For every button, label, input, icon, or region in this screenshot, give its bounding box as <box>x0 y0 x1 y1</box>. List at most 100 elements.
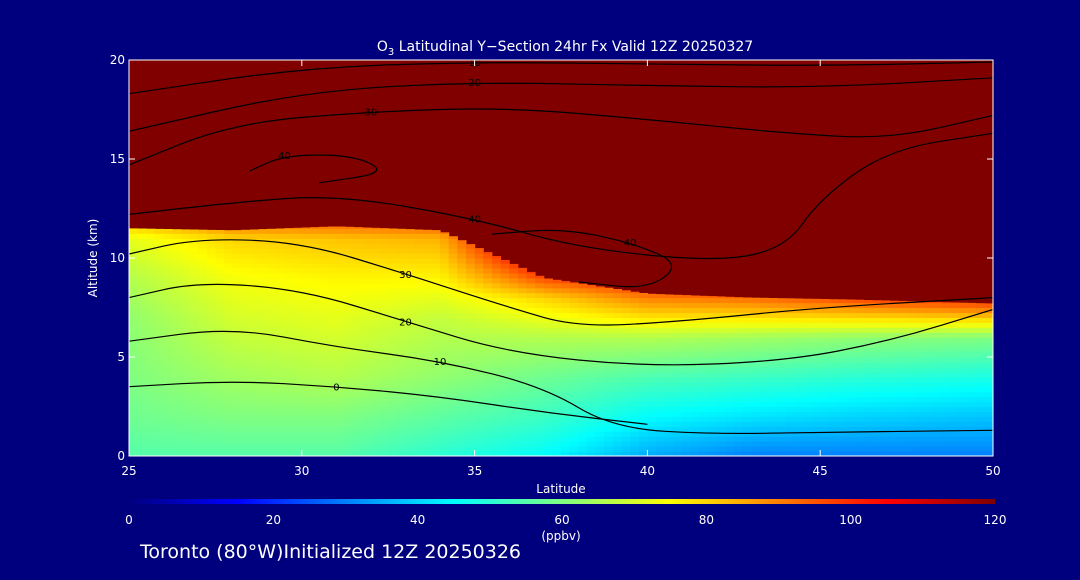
field-cell <box>405 337 415 343</box>
field-cell <box>310 357 320 363</box>
field-cell <box>224 302 234 309</box>
field-cell <box>474 361 484 368</box>
field-cell <box>682 371 692 378</box>
field-cell <box>198 421 208 427</box>
field-cell <box>664 332 674 338</box>
field-cell <box>863 307 873 314</box>
field-cell <box>872 342 882 348</box>
field-cell <box>491 357 502 363</box>
field-cell <box>509 307 519 314</box>
field-cell <box>483 391 493 398</box>
field-cell <box>759 411 769 417</box>
field-cell <box>932 431 942 437</box>
field-cell <box>198 337 208 343</box>
field-cell <box>232 426 242 432</box>
field-cell <box>370 406 381 412</box>
field-cell <box>707 376 718 383</box>
field-cell <box>353 228 363 234</box>
field-cell <box>483 421 493 427</box>
field-cell <box>958 357 968 363</box>
field-cell <box>284 451 294 456</box>
field-cell <box>431 396 441 403</box>
field-cell <box>146 248 156 254</box>
field-cell <box>673 322 683 328</box>
field-cell <box>172 391 182 398</box>
field-cell <box>284 376 294 383</box>
field-cell <box>206 357 216 363</box>
field-cell <box>837 446 847 452</box>
field-cell <box>526 342 536 348</box>
field-cell <box>846 347 856 353</box>
field-cell <box>915 357 925 363</box>
field-cell <box>552 396 562 403</box>
field-cell <box>647 381 657 388</box>
field-cell <box>362 248 372 254</box>
field-cell <box>586 317 597 323</box>
field-cell <box>958 406 968 412</box>
field-cell <box>630 291 640 294</box>
field-cell <box>483 267 493 274</box>
field-cell <box>647 352 657 358</box>
field-cell <box>733 401 743 408</box>
field-cell <box>163 361 173 368</box>
field-cell <box>327 381 337 388</box>
field-cell <box>137 371 147 378</box>
field-cell <box>440 297 450 304</box>
field-cell <box>414 441 424 447</box>
field-cell <box>889 307 899 314</box>
field-cell <box>206 327 216 333</box>
field-cell <box>889 441 899 447</box>
field-cell <box>483 312 493 318</box>
field-cell <box>258 431 268 437</box>
field-cell <box>828 302 838 309</box>
field-cell <box>543 327 553 333</box>
field-cell <box>768 307 778 314</box>
field-cell <box>863 300 873 304</box>
field-cell <box>941 371 951 378</box>
field-cell <box>163 238 173 244</box>
field-cell <box>811 307 821 314</box>
field-cell <box>500 441 510 447</box>
field-cell <box>612 347 622 353</box>
field-cell <box>802 352 813 358</box>
field-cell <box>932 317 942 323</box>
field-cell <box>405 416 415 422</box>
field-cell <box>638 312 648 318</box>
field-cell <box>638 411 648 417</box>
field-cell <box>284 386 294 393</box>
field-cell <box>379 436 389 442</box>
field-cell <box>517 391 527 398</box>
field-cell <box>310 322 320 328</box>
field-cell <box>647 401 657 408</box>
field-cell <box>984 386 993 393</box>
field-cell <box>690 396 700 403</box>
field-cell <box>621 401 631 408</box>
field-cell <box>569 347 579 353</box>
field-cell <box>785 406 795 412</box>
field-cell <box>535 332 545 338</box>
field-cell <box>569 302 579 309</box>
field-cell <box>180 371 190 378</box>
field-cell <box>336 421 346 427</box>
field-cell <box>422 371 432 378</box>
field-cell <box>293 317 303 323</box>
field-cell <box>189 322 199 328</box>
field-cell <box>431 357 441 363</box>
field-cell <box>725 391 735 398</box>
field-cell <box>353 451 363 456</box>
field-cell <box>923 406 934 412</box>
field-cell <box>941 441 951 447</box>
field-cell <box>656 416 666 422</box>
field-cell <box>370 342 381 348</box>
field-cell <box>828 446 838 452</box>
field-cell <box>656 347 666 353</box>
field-cell <box>742 371 752 378</box>
field-cell <box>422 297 432 304</box>
field-cell <box>310 411 320 417</box>
field-cell <box>880 352 890 358</box>
field-cell <box>180 396 190 403</box>
field-cell <box>154 401 165 408</box>
field-cell <box>370 287 381 294</box>
field-cell <box>345 292 355 299</box>
